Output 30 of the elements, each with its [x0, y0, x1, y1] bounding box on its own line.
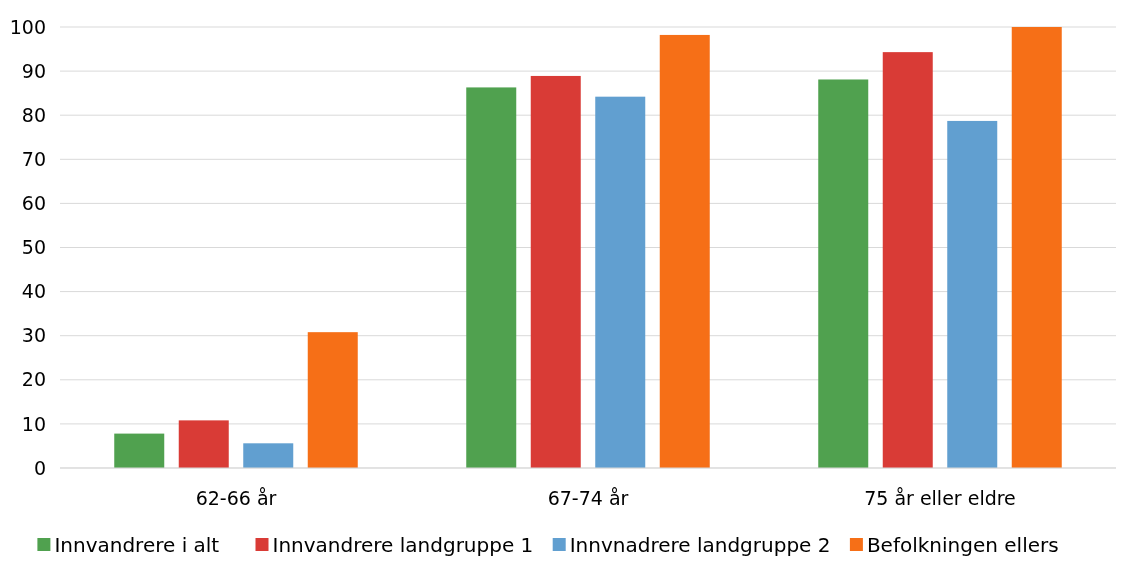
- y-tick-label: 90: [21, 59, 46, 82]
- y-tick-label: 0: [33, 456, 46, 479]
- legend-label: Innvnadrere landgruppe 2: [569, 533, 831, 557]
- bar: [243, 443, 294, 468]
- y-tick-label: 40: [21, 280, 46, 303]
- y-tick-label: 60: [21, 192, 46, 215]
- bar: [530, 75, 581, 468]
- y-tick-label: 50: [21, 236, 46, 259]
- y-tick-label: 20: [21, 368, 46, 391]
- bar: [947, 120, 998, 468]
- y-tick-label: 70: [21, 147, 46, 170]
- legend-label: Befolkningen ellers: [866, 533, 1059, 557]
- bar: [114, 433, 165, 468]
- x-tick-label: 62-66 år: [195, 487, 277, 509]
- y-tick-label: 80: [21, 103, 46, 126]
- bar: [307, 332, 358, 468]
- legend-label: Innvandrere landgruppe 1: [272, 533, 534, 557]
- bar: [882, 52, 933, 468]
- y-tick-label: 100: [9, 15, 46, 38]
- bar: [818, 79, 869, 468]
- bar: [178, 420, 229, 468]
- bar: [595, 96, 646, 468]
- x-tick-label: 75 år eller eldre: [864, 487, 1016, 509]
- bar: [466, 87, 517, 468]
- y-tick-label: 10: [21, 412, 46, 435]
- bar: [659, 34, 710, 468]
- x-tick-label: 67-74 år: [547, 487, 629, 509]
- y-tick-label: 30: [21, 324, 46, 347]
- bar: [1011, 27, 1062, 468]
- legend-label: Innvandrere i alt: [54, 533, 220, 557]
